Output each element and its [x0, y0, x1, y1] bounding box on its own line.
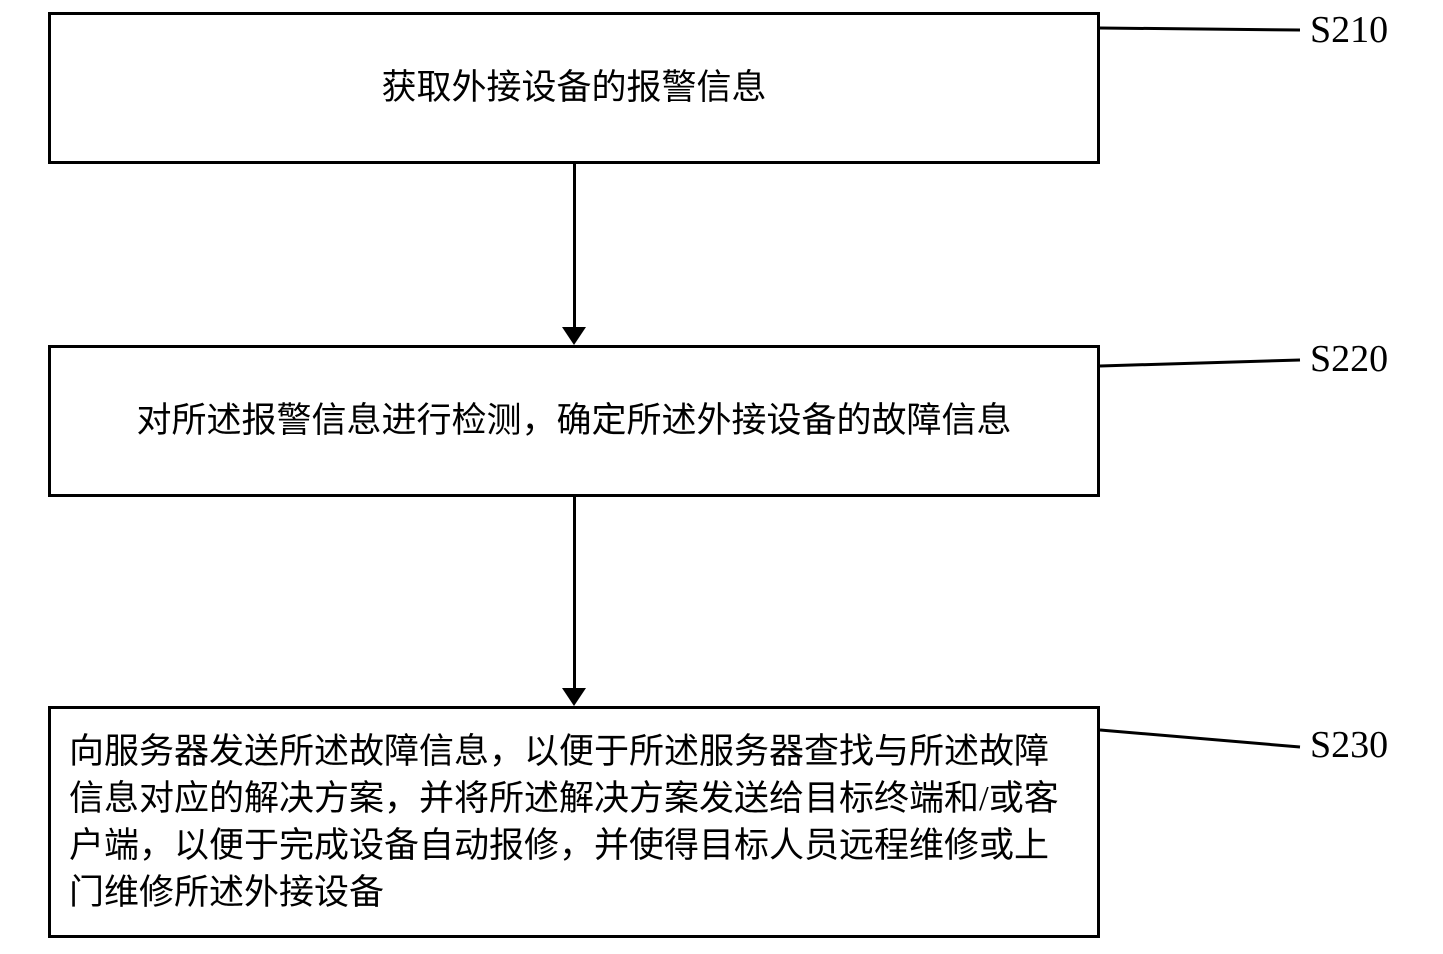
leader-line-s230	[1100, 728, 1304, 749]
step-text-s230: 向服务器发送所述故障信息，以便于所述服务器查找与所述故障信息对应的解决方案，并将…	[69, 728, 1079, 917]
arrow-line-s210-s220	[573, 164, 576, 327]
arrow-line-s220-s230	[573, 497, 576, 688]
step-box-s220: 对所述报警信息进行检测，确定所述外接设备的故障信息	[48, 345, 1100, 497]
step-box-s230: 向服务器发送所述故障信息，以便于所述服务器查找与所述故障信息对应的解决方案，并将…	[48, 706, 1100, 938]
arrow-head-s220-s230	[562, 688, 586, 706]
leader-line-s220	[1100, 358, 1304, 368]
leader-line-s210	[1100, 26, 1304, 32]
step-text-s220: 对所述报警信息进行检测，确定所述外接设备的故障信息	[136, 397, 1011, 444]
step-label-s230: S230	[1310, 723, 1388, 767]
step-label-s210: S210	[1310, 8, 1388, 52]
step-label-s220: S220	[1310, 337, 1388, 381]
flowchart-container: 获取外接设备的报警信息 S210 对所述报警信息进行检测，确定所述外接设备的故障…	[0, 0, 1443, 954]
step-text-s210: 获取外接设备的报警信息	[381, 64, 766, 111]
arrow-head-s210-s220	[562, 327, 586, 345]
step-box-s210: 获取外接设备的报警信息	[48, 12, 1100, 164]
